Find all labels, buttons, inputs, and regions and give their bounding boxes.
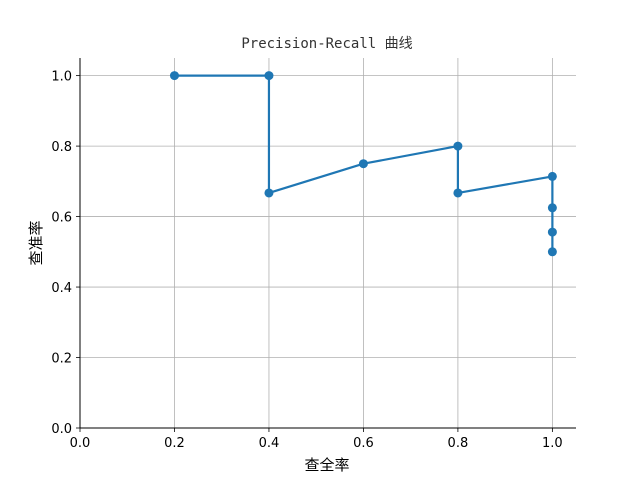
data-point	[169, 71, 179, 81]
y-tick-label: 0.8	[51, 140, 72, 155]
data-point	[547, 171, 557, 181]
y-tick-label: 0.6	[51, 211, 72, 226]
data-point	[358, 159, 368, 169]
series-line	[169, 71, 557, 257]
data-point	[547, 227, 557, 237]
data-point	[453, 188, 463, 198]
y-tick-label: 0.2	[51, 352, 72, 367]
y-tick-label: 0.4	[51, 281, 72, 296]
data-point	[264, 188, 274, 198]
x-tick-label: 0.0	[70, 436, 91, 451]
y-tick-label: 0.0	[51, 422, 72, 437]
series-path	[174, 74, 554, 252]
data-point	[264, 71, 274, 81]
grid-lines	[79, 58, 576, 429]
data-point	[547, 247, 557, 257]
x-tick-label: 0.8	[448, 436, 469, 451]
y-axis-label: 查准率	[27, 220, 45, 265]
x-tick-label: 1.0	[542, 436, 563, 451]
data-point	[547, 203, 557, 213]
x-tick-label: 0.4	[259, 436, 280, 451]
chart-title: Precision-Recall 曲线	[241, 36, 412, 52]
tick-labels: 0.0 0.2 0.4 0.6 0.8 1.0 0.0 0.2 0.4 0.6 0.8 1.0	[51, 70, 562, 451]
x-tick-label: 0.2	[164, 436, 185, 451]
x-axis-label: 查全率	[304, 456, 349, 474]
axes	[76, 58, 576, 432]
x-tick-label: 0.6	[353, 436, 374, 451]
data-point	[453, 141, 463, 151]
y-tick-label: 1.0	[51, 70, 72, 85]
